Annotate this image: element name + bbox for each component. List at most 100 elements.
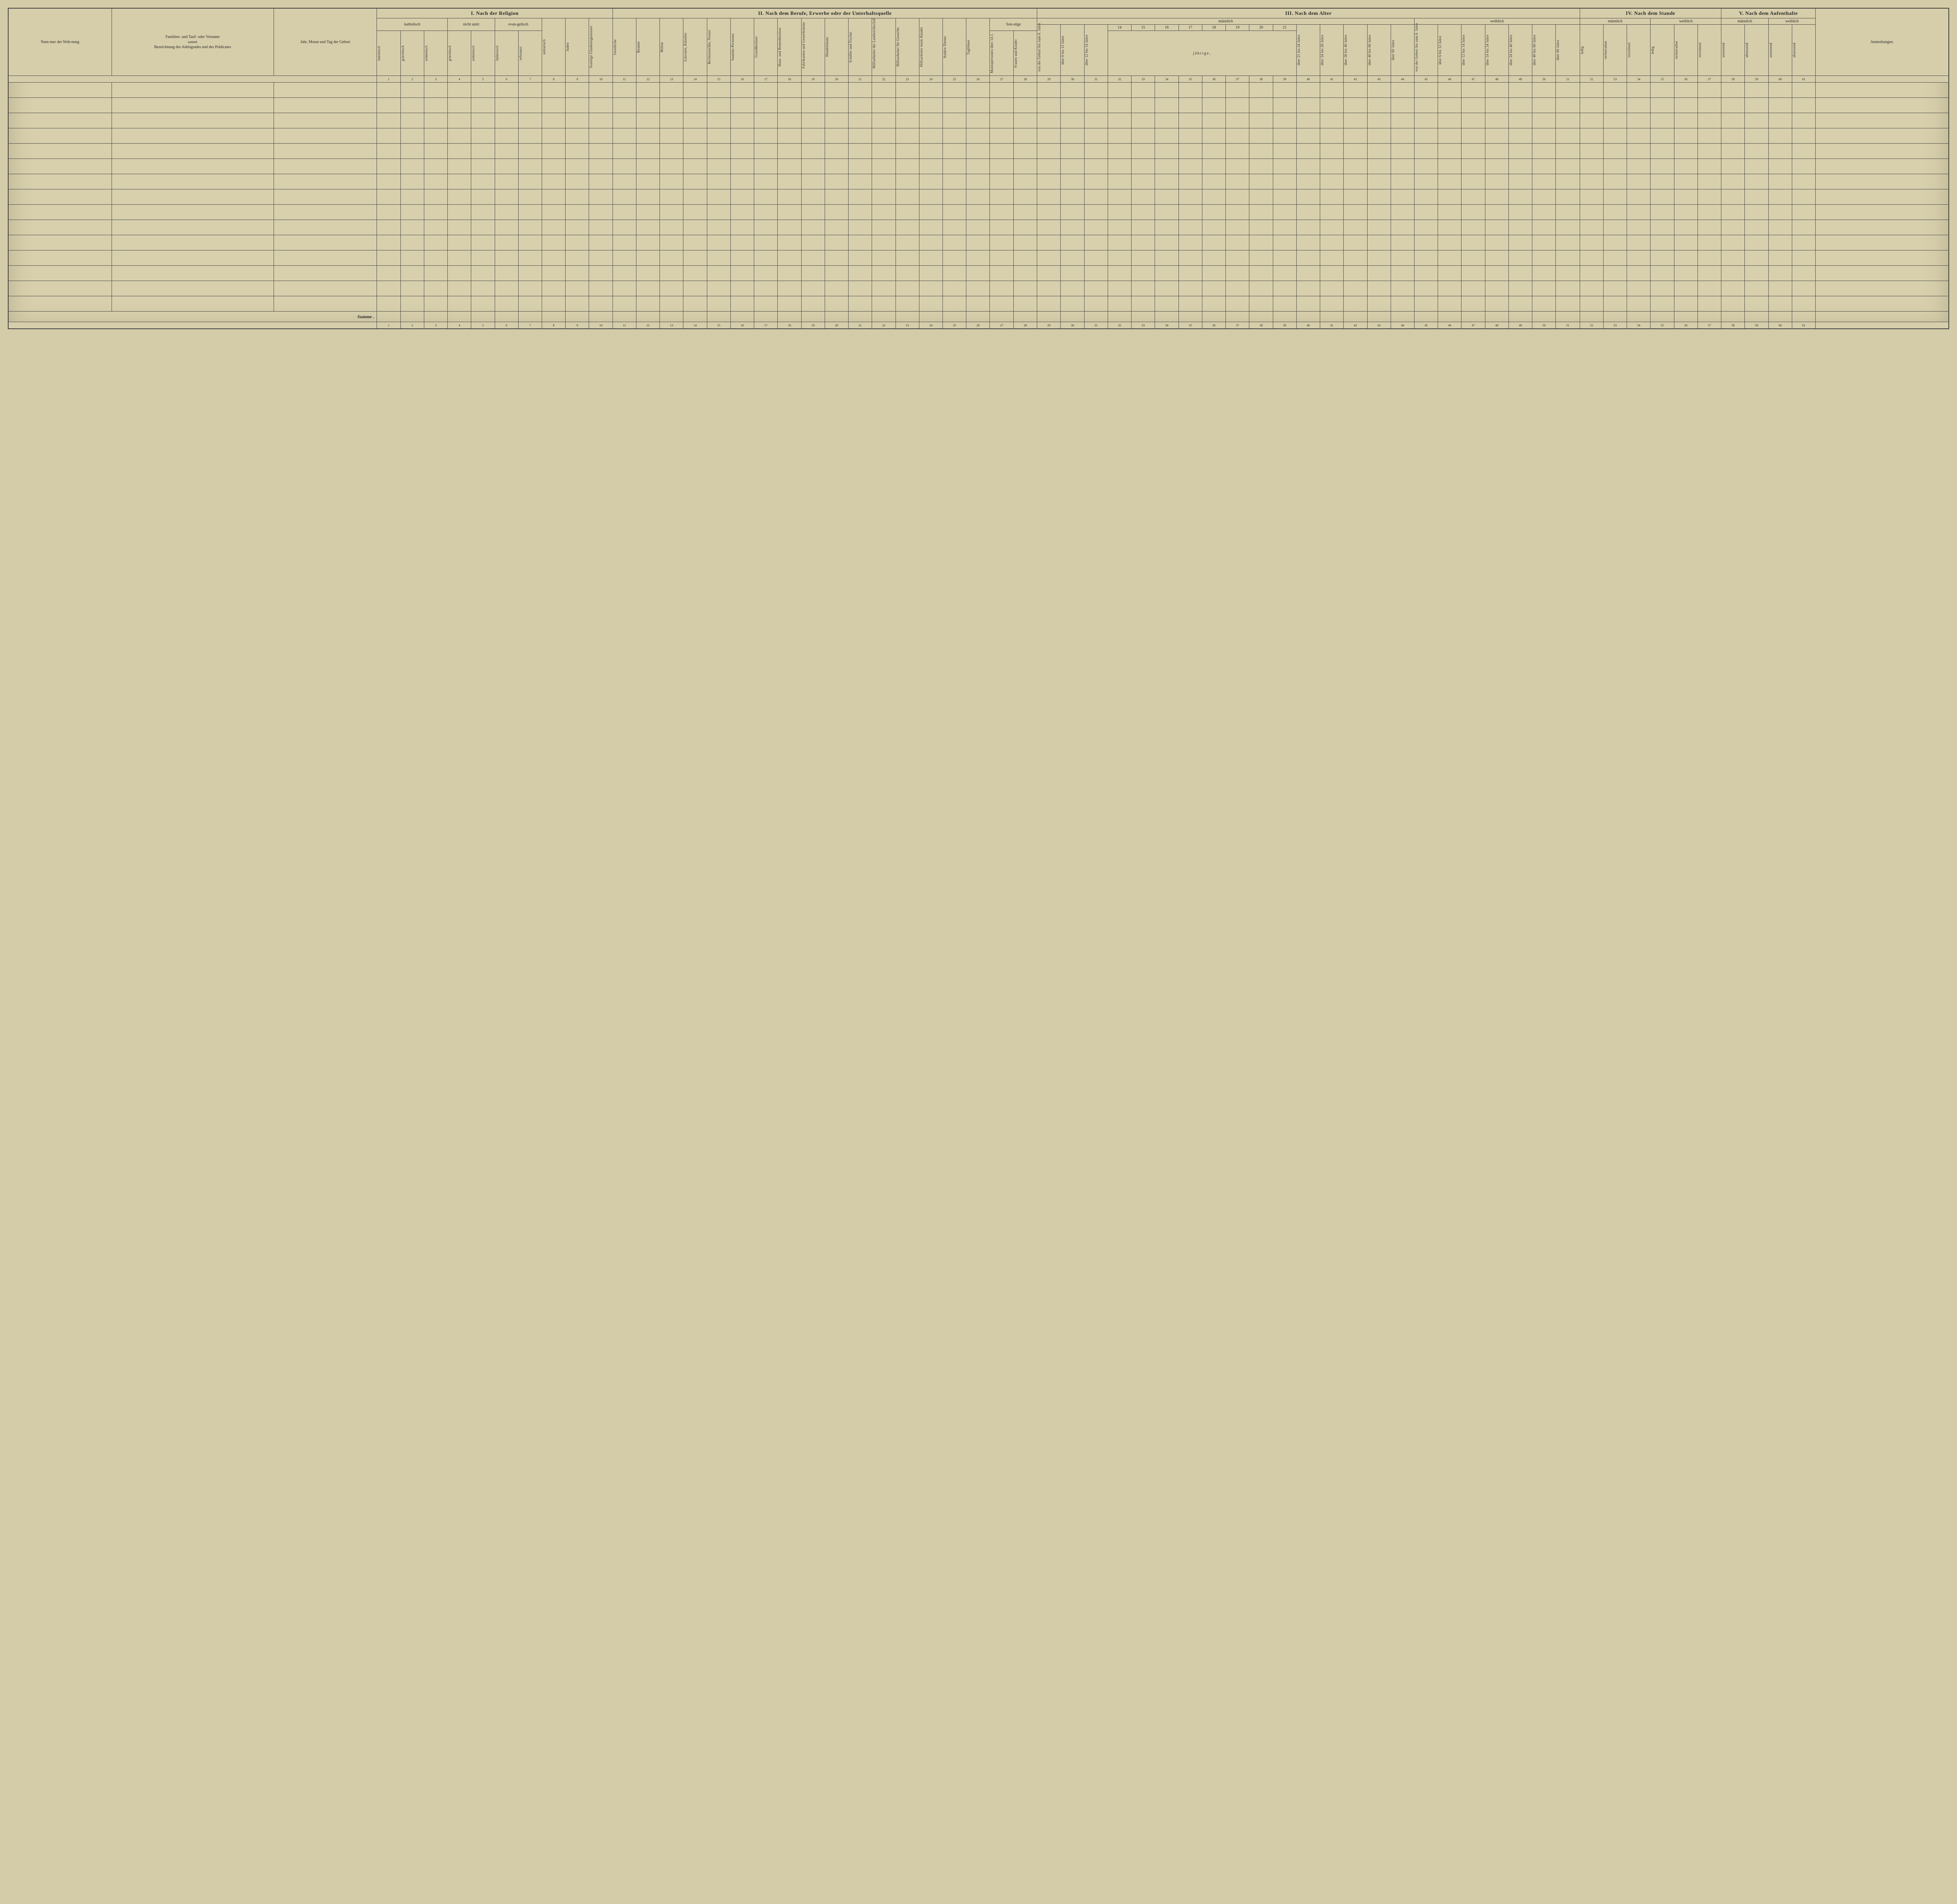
- cell: [1532, 113, 1556, 128]
- cell: [495, 250, 518, 266]
- cell: [636, 144, 660, 159]
- cell: [566, 98, 589, 113]
- cell: [1344, 83, 1367, 98]
- summe-cell: [707, 312, 730, 322]
- cell: [1651, 159, 1674, 174]
- cell: [1296, 98, 1320, 113]
- cell: [825, 266, 848, 281]
- alter-w-3: über 12 bis 14 Jahre: [1461, 25, 1485, 76]
- auf-w-1: anwesend: [1768, 25, 1792, 76]
- cell: [424, 83, 447, 98]
- cell: [1674, 98, 1698, 113]
- cell: [660, 235, 683, 250]
- cell: [707, 98, 730, 113]
- cell: [566, 189, 589, 205]
- colnum-30: 30: [1061, 322, 1084, 329]
- cell: [778, 266, 801, 281]
- cell: [1651, 281, 1674, 296]
- cell: [613, 250, 636, 266]
- cell: [424, 144, 447, 159]
- alter-w-1: von der Geburt bis zum 6. Jahre: [1414, 25, 1438, 76]
- cell: [966, 235, 990, 250]
- cell: [1013, 250, 1037, 266]
- cell: [400, 220, 424, 235]
- cell: [707, 189, 730, 205]
- cell: [1367, 220, 1391, 235]
- cell: [683, 144, 707, 159]
- cell: [1698, 128, 1721, 144]
- cell: [1816, 83, 1949, 98]
- cell: [660, 128, 683, 144]
- colnum-6: 6: [495, 322, 518, 329]
- cell: [1580, 113, 1603, 128]
- cell: [990, 250, 1013, 266]
- cell: [801, 98, 825, 113]
- cell: [849, 98, 872, 113]
- rel-6: lutherisch: [495, 31, 518, 76]
- colnum-2: 2: [400, 76, 424, 83]
- cell: [1745, 189, 1768, 205]
- cell: [1108, 250, 1131, 266]
- cell: [1556, 266, 1580, 281]
- colnum-48: 48: [1485, 76, 1508, 83]
- cell: [377, 250, 400, 266]
- cell: [495, 296, 518, 312]
- cell: [778, 281, 801, 296]
- cell: [1580, 83, 1603, 98]
- cell: [1438, 98, 1461, 113]
- cell: [1627, 159, 1651, 174]
- cell: [896, 98, 919, 113]
- cell: [377, 144, 400, 159]
- cell: [542, 98, 566, 113]
- cell: [1273, 266, 1296, 281]
- cell: [112, 281, 274, 296]
- cell: [1084, 205, 1108, 220]
- cell: [1674, 174, 1698, 189]
- cell: [1320, 250, 1344, 266]
- cell: [1414, 205, 1438, 220]
- cell: [1249, 174, 1273, 189]
- cell: [448, 98, 471, 113]
- cell: [872, 235, 896, 250]
- cell: [377, 113, 400, 128]
- cell: [966, 98, 990, 113]
- cell: [660, 281, 683, 296]
- cell: [872, 113, 896, 128]
- colnum-58: 58: [1721, 322, 1745, 329]
- cell: [9, 128, 112, 144]
- cell: [1698, 98, 1721, 113]
- cell: [1202, 98, 1225, 113]
- cell: [636, 128, 660, 144]
- cell: [966, 159, 990, 174]
- cell: [919, 113, 942, 128]
- cell: [707, 235, 730, 250]
- cell: [1532, 144, 1556, 159]
- cell: [1745, 128, 1768, 144]
- cell: [801, 205, 825, 220]
- cell: [919, 144, 942, 159]
- cell: [1344, 205, 1367, 220]
- cell: [377, 220, 400, 235]
- cell: [1320, 83, 1344, 98]
- cell: [1745, 266, 1768, 281]
- cell: [1249, 281, 1273, 296]
- cell: [778, 235, 801, 250]
- cell: [919, 281, 942, 296]
- colnum-8: 8: [542, 76, 566, 83]
- cell: [1461, 128, 1485, 144]
- cell: [9, 174, 112, 189]
- stande-w: weiblich: [1651, 18, 1721, 25]
- cell: [801, 113, 825, 128]
- cell: [754, 205, 778, 220]
- cell: [1202, 296, 1225, 312]
- cell: [1792, 113, 1815, 128]
- auf-m-2: abwesend: [1745, 25, 1768, 76]
- cell: [495, 128, 518, 144]
- cell: [471, 266, 495, 281]
- cell: [1320, 159, 1344, 174]
- cell: [683, 296, 707, 312]
- cell: [1745, 250, 1768, 266]
- cell: [1013, 266, 1037, 281]
- cell: [542, 174, 566, 189]
- colnum-55: 55: [1651, 322, 1674, 329]
